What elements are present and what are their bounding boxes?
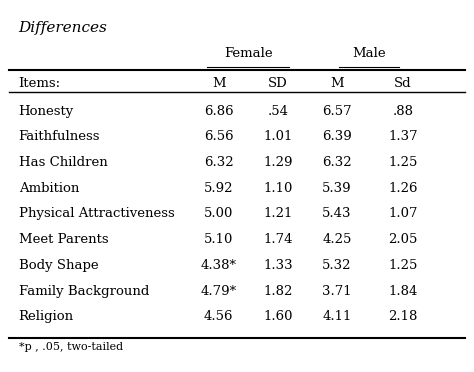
- Text: 6.32: 6.32: [204, 156, 234, 169]
- Text: Family Background: Family Background: [18, 285, 149, 298]
- Text: 4.56: 4.56: [204, 310, 234, 323]
- Text: Physical Attractiveness: Physical Attractiveness: [18, 208, 174, 221]
- Text: 4.38*: 4.38*: [201, 259, 237, 272]
- Text: 2.18: 2.18: [388, 310, 418, 323]
- Text: Has Children: Has Children: [18, 156, 107, 169]
- Text: 4.11: 4.11: [322, 310, 352, 323]
- Text: 1.10: 1.10: [263, 182, 292, 195]
- Text: Faithfulness: Faithfulness: [18, 130, 100, 143]
- Text: 6.57: 6.57: [322, 105, 352, 118]
- Text: 1.29: 1.29: [263, 156, 293, 169]
- Text: 5.39: 5.39: [322, 182, 352, 195]
- Text: 1.74: 1.74: [263, 233, 293, 246]
- Text: 1.33: 1.33: [263, 259, 293, 272]
- Text: 5.00: 5.00: [204, 208, 234, 221]
- Text: 1.84: 1.84: [388, 285, 418, 298]
- Text: Sd: Sd: [394, 77, 412, 90]
- Text: 5.32: 5.32: [322, 259, 352, 272]
- Text: 2.05: 2.05: [388, 233, 418, 246]
- Text: 5.43: 5.43: [322, 208, 352, 221]
- Text: 1.01: 1.01: [263, 130, 292, 143]
- Text: 4.25: 4.25: [322, 233, 352, 246]
- Text: 6.32: 6.32: [322, 156, 352, 169]
- Text: 1.21: 1.21: [263, 208, 292, 221]
- Text: 3.71: 3.71: [322, 285, 352, 298]
- Text: 1.25: 1.25: [388, 156, 418, 169]
- Text: 4.79*: 4.79*: [201, 285, 237, 298]
- Text: 1.60: 1.60: [263, 310, 293, 323]
- Text: 6.56: 6.56: [204, 130, 234, 143]
- Text: 1.37: 1.37: [388, 130, 418, 143]
- Text: Ambition: Ambition: [18, 182, 79, 195]
- Text: .54: .54: [267, 105, 289, 118]
- Text: Male: Male: [352, 48, 386, 60]
- Text: Honesty: Honesty: [18, 105, 74, 118]
- Text: M: M: [330, 77, 344, 90]
- Text: Religion: Religion: [18, 310, 73, 323]
- Text: Body Shape: Body Shape: [18, 259, 98, 272]
- Text: Meet Parents: Meet Parents: [18, 233, 108, 246]
- Text: .88: .88: [392, 105, 414, 118]
- Text: Differences: Differences: [18, 21, 108, 35]
- Text: 5.10: 5.10: [204, 233, 234, 246]
- Text: *p , .05, two-tailed: *p , .05, two-tailed: [18, 342, 123, 352]
- Text: 6.39: 6.39: [322, 130, 352, 143]
- Text: 1.82: 1.82: [263, 285, 292, 298]
- Text: 1.25: 1.25: [388, 259, 418, 272]
- Text: 1.07: 1.07: [388, 208, 418, 221]
- Text: 1.26: 1.26: [388, 182, 418, 195]
- Text: M: M: [212, 77, 226, 90]
- Text: Items:: Items:: [18, 77, 61, 90]
- Text: 5.92: 5.92: [204, 182, 234, 195]
- Text: SD: SD: [268, 77, 288, 90]
- Text: 6.86: 6.86: [204, 105, 234, 118]
- Text: Female: Female: [224, 48, 273, 60]
